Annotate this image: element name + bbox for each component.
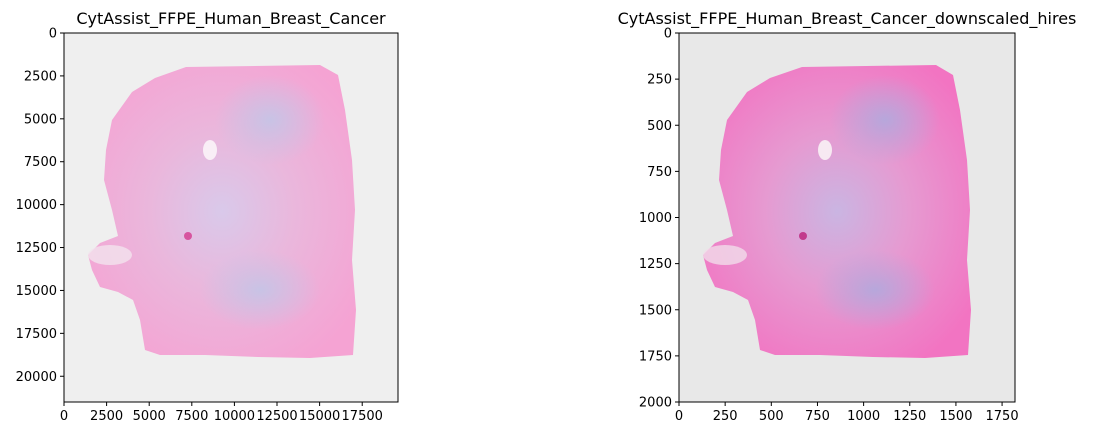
- right-y-tick-label: 500: [647, 119, 672, 134]
- right-fibrous-edge: [703, 245, 747, 265]
- left-fibrous-edge: [88, 245, 132, 265]
- left-y-tick-label: 20000: [16, 370, 57, 385]
- right-y-tick-label: 0: [664, 27, 672, 42]
- right-panel-title: CytAssist_FFPE_Human_Breast_Cancer_downs…: [618, 9, 1077, 29]
- left-image-panel: [64, 33, 398, 402]
- left-x-tick-label: 0: [60, 409, 68, 424]
- right-x-tick-label: 1250: [893, 409, 926, 424]
- right-y-tick-label: 1750: [639, 349, 672, 364]
- right-image-panel: [679, 33, 1015, 402]
- left-y-tick-label: 17500: [16, 327, 57, 342]
- right-purple-region-upper: [830, 75, 940, 165]
- left-y-tick-label: 2500: [24, 69, 57, 84]
- right-y-tick-label: 1250: [639, 257, 672, 272]
- left-x-tick-label: 12500: [256, 409, 297, 424]
- left-panel-title: CytAssist_FFPE_Human_Breast_Cancer: [76, 9, 386, 29]
- left-x-tick-label: 7500: [175, 409, 208, 424]
- left-y-tick-label: 7500: [24, 155, 57, 170]
- right-y-tick-label: 2000: [639, 396, 672, 411]
- left-y-tick-label: 15000: [16, 284, 57, 299]
- left-y-tick-label: 0: [49, 27, 57, 42]
- right-dark-spot: [799, 232, 807, 240]
- left-x-tick-label: 17500: [342, 409, 383, 424]
- left-x-tick-label: 15000: [299, 409, 340, 424]
- left-y-tick-label: 12500: [16, 241, 57, 256]
- right-x-tick-label: 1750: [986, 409, 1019, 424]
- left-purple-region-upper: [215, 75, 325, 165]
- left-purple-region-lower: [200, 250, 320, 330]
- left-y-tick-label: 5000: [24, 112, 57, 127]
- right-x-tick-label: 750: [805, 409, 830, 424]
- right-x-tick-label: 0: [675, 409, 683, 424]
- right-purple-region-lower: [815, 250, 935, 330]
- left-white-spot: [203, 140, 217, 160]
- right-y-tick-label: 250: [647, 73, 672, 88]
- left-axes-frame: [63, 32, 399, 403]
- right-x-tick-label: 500: [759, 409, 784, 424]
- left-y-tick-label: 10000: [16, 198, 57, 213]
- left-dark-spot: [184, 232, 192, 240]
- right-x-tick-label: 250: [713, 409, 738, 424]
- right-y-tick-label: 1500: [639, 303, 672, 318]
- right-y-tick-label: 750: [647, 165, 672, 180]
- left-x-tick-label: 2500: [90, 409, 123, 424]
- right-x-tick-label: 1000: [847, 409, 880, 424]
- right-x-tick-label: 1500: [939, 409, 972, 424]
- left-x-tick-label: 10000: [214, 409, 255, 424]
- right-y-tick-label: 1000: [639, 211, 672, 226]
- left-x-tick-label: 5000: [133, 409, 166, 424]
- right-white-spot: [818, 140, 832, 160]
